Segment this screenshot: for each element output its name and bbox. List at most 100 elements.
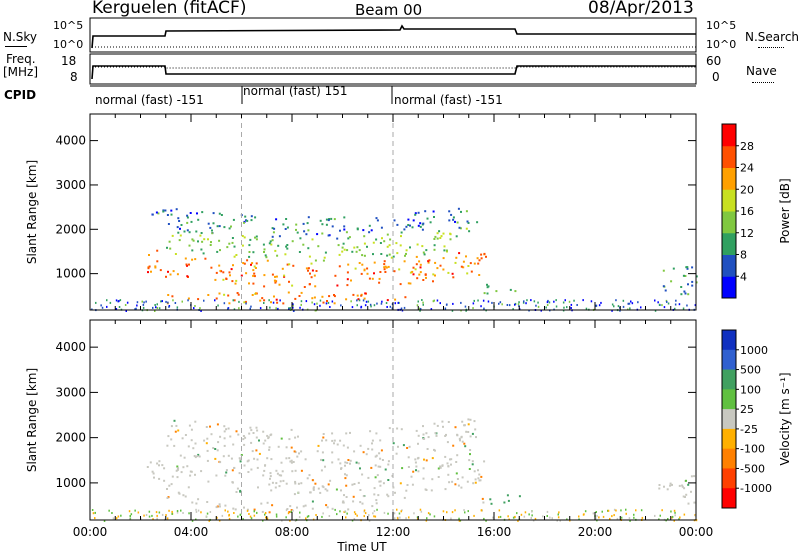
data-point	[183, 456, 186, 459]
colorbar-tick-label: 28	[740, 140, 754, 153]
data-point	[171, 510, 173, 513]
data-point	[302, 222, 305, 225]
data-point	[321, 223, 324, 226]
data-point	[307, 267, 310, 270]
data-point	[471, 463, 474, 466]
data-point	[388, 427, 391, 430]
data-point	[396, 223, 399, 226]
data-point	[192, 239, 195, 242]
data-point	[379, 465, 382, 468]
data-point	[275, 298, 278, 301]
data-point	[468, 468, 471, 470]
data-point	[405, 517, 407, 520]
data-point	[255, 292, 257, 295]
data-point	[387, 463, 390, 466]
data-point	[459, 439, 461, 442]
data-point	[269, 477, 271, 480]
data-point	[537, 301, 539, 304]
nsky-tick-low: 10^0	[53, 38, 84, 51]
data-point	[210, 241, 212, 244]
data-point	[674, 511, 676, 514]
cpid-segment-3: normal (fast) -151	[394, 93, 503, 107]
data-point	[363, 509, 366, 512]
data-point	[482, 501, 485, 504]
data-point	[339, 439, 342, 442]
data-point	[182, 494, 185, 497]
data-point	[421, 245, 424, 248]
data-point	[209, 244, 212, 246]
data-point	[177, 429, 180, 432]
data-point	[178, 220, 181, 222]
data-point	[311, 301, 313, 304]
data-point	[309, 491, 312, 494]
data-point	[312, 486, 315, 489]
data-point	[433, 238, 436, 240]
data-point	[154, 310, 156, 312]
data-point	[396, 252, 399, 255]
data-point	[234, 508, 237, 511]
data-point	[434, 449, 436, 452]
data-point	[458, 437, 461, 440]
data-point	[188, 424, 191, 427]
data-point	[156, 249, 159, 252]
data-point	[316, 450, 319, 453]
data-point	[261, 510, 264, 513]
data-point	[388, 253, 391, 256]
data-point	[281, 470, 284, 473]
data-point	[294, 482, 297, 485]
data-point	[439, 466, 442, 469]
data-point	[633, 516, 635, 519]
data-point	[286, 226, 289, 229]
time-axis: 00:00 04:00 08:00 12:00 16:00 20:00 00:00	[73, 525, 714, 539]
data-point	[391, 307, 394, 310]
data-point	[578, 515, 580, 518]
data-point	[271, 239, 274, 242]
data-point	[224, 504, 227, 507]
data-point	[151, 514, 153, 517]
data-point	[414, 458, 417, 461]
data-point	[289, 505, 292, 508]
data-point	[467, 265, 470, 267]
data-point	[333, 294, 335, 296]
data-point	[203, 299, 205, 302]
data-point	[178, 239, 181, 242]
data-point	[298, 251, 301, 253]
data-point	[379, 439, 382, 442]
data-point	[126, 301, 129, 304]
data-point	[439, 237, 442, 239]
data-point	[300, 303, 302, 306]
colorbar-tick-label: 12	[740, 227, 754, 240]
data-point	[248, 282, 250, 285]
data-point	[514, 303, 516, 306]
nsearch-tick-high: 10^5	[706, 19, 737, 32]
data-point	[154, 304, 156, 306]
data-point	[461, 440, 464, 443]
data-point	[386, 299, 389, 302]
data-point	[389, 305, 392, 308]
data-point	[371, 442, 373, 445]
data-point	[328, 515, 331, 517]
data-point	[429, 513, 431, 516]
data-point	[466, 272, 469, 275]
data-point	[387, 495, 390, 498]
data-point	[179, 227, 181, 230]
data-point	[176, 226, 179, 229]
data-point	[225, 278, 228, 280]
data-point	[210, 433, 213, 436]
data-point	[398, 301, 400, 304]
data-point	[200, 511, 202, 514]
data-point	[465, 255, 467, 258]
data-point	[281, 267, 284, 270]
data-point	[289, 307, 291, 310]
data-point	[278, 474, 281, 477]
data-point	[271, 235, 274, 238]
data-point	[414, 213, 417, 216]
data-point	[233, 467, 236, 469]
data-point	[176, 306, 179, 309]
data-point	[250, 305, 252, 308]
data-point	[400, 428, 403, 431]
data-point	[285, 446, 288, 449]
data-point	[607, 509, 609, 512]
data-point	[288, 511, 291, 513]
data-point	[295, 223, 298, 226]
